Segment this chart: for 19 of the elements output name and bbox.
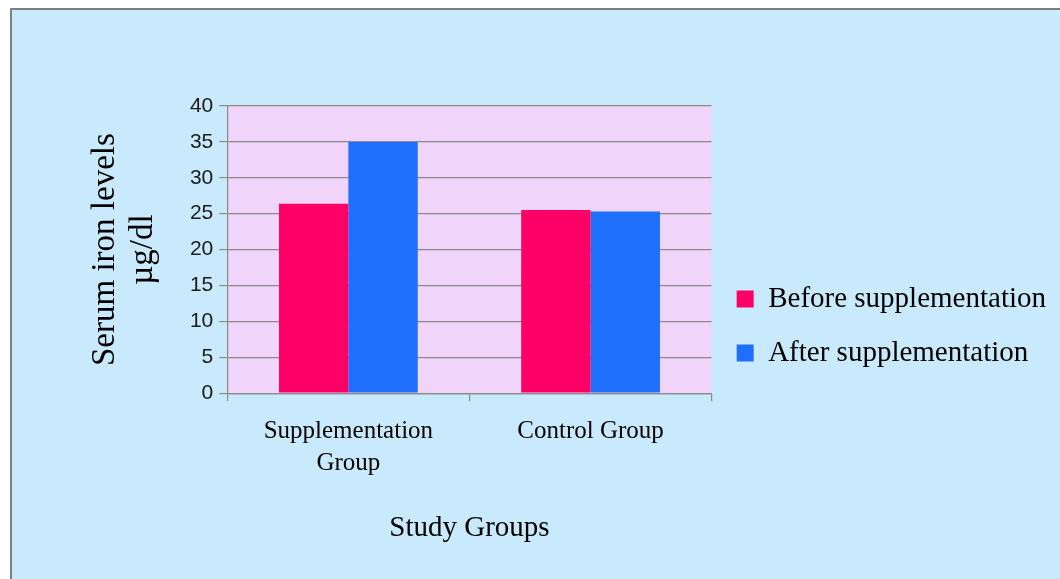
y-tick-label: 10	[189, 308, 214, 332]
bar	[278, 203, 349, 393]
y-tick-label: 30	[189, 164, 214, 188]
y-tick-label: 35	[189, 128, 214, 152]
y-tick-label: 5	[201, 344, 214, 368]
y-tick-label: 40	[189, 92, 214, 116]
y-tick-label: 0	[201, 380, 214, 403]
y-tick-label: 15	[189, 272, 214, 296]
y-axis-title: Serum iron levels µg/dl	[84, 133, 159, 366]
x-tick-label: Control Group	[517, 415, 664, 443]
y-tick-label: 25	[189, 200, 214, 224]
x-axis-title: Study Groups	[389, 510, 550, 543]
legend-label: Before supplementation	[768, 280, 1047, 313]
legend-label: After supplementation	[768, 334, 1029, 367]
bar	[590, 211, 660, 393]
x-tick-label: Supplementation Group	[263, 415, 434, 475]
bar	[348, 141, 418, 393]
bar	[521, 210, 591, 393]
y-tick-label: 20	[189, 236, 214, 260]
